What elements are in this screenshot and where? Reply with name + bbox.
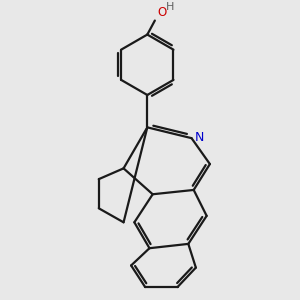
Text: N: N xyxy=(195,130,204,144)
Text: O: O xyxy=(157,7,166,20)
Text: H: H xyxy=(166,2,174,12)
